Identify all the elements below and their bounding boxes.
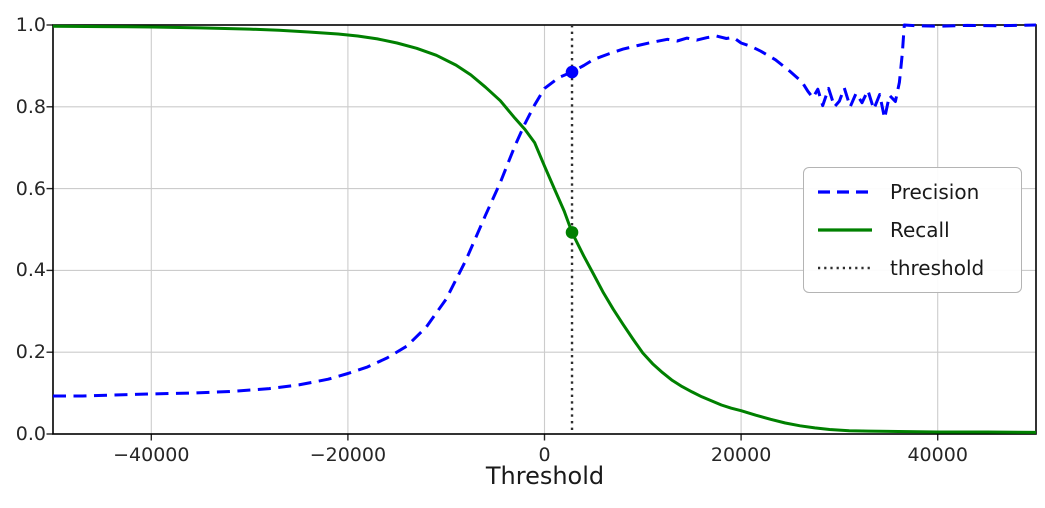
y-tick-label: 0.8 xyxy=(15,95,46,118)
threshold-dotted-line-icon xyxy=(818,266,872,270)
x-tick-label: 40000 xyxy=(907,444,968,466)
legend-label-recall: Recall xyxy=(890,218,950,242)
legend-label-threshold: threshold xyxy=(890,256,985,280)
x-tick-label: −40000 xyxy=(113,444,190,466)
x-tick-label: 20000 xyxy=(710,444,772,466)
legend-entry-precision: Precision xyxy=(804,173,1021,211)
precision-dashed-line-icon xyxy=(818,190,872,194)
y-tick-label: 1.0 xyxy=(15,14,46,36)
y-tick-label: 0.4 xyxy=(15,259,46,282)
legend: Precision Recall threshold xyxy=(803,167,1022,293)
x-tick-label: 0 xyxy=(538,444,551,466)
precision-curve xyxy=(53,23,1036,398)
plot-border xyxy=(52,24,1037,435)
recall-solid-line-icon xyxy=(818,228,872,232)
x-tick-label: −20000 xyxy=(309,444,387,466)
x-axis-label: Threshold xyxy=(485,462,605,490)
y-tick-label: 0.6 xyxy=(15,177,46,200)
legend-entry-threshold: threshold xyxy=(804,249,1021,287)
y-tick-label: 0.2 xyxy=(15,341,46,364)
recall-curve xyxy=(53,24,1036,434)
precision-threshold-marker xyxy=(565,65,579,79)
recall-threshold-marker xyxy=(565,226,579,239)
y-tick-label: 0.0 xyxy=(15,423,46,445)
legend-label-precision: Precision xyxy=(890,180,980,204)
legend-entry-recall: Recall xyxy=(804,211,1021,249)
